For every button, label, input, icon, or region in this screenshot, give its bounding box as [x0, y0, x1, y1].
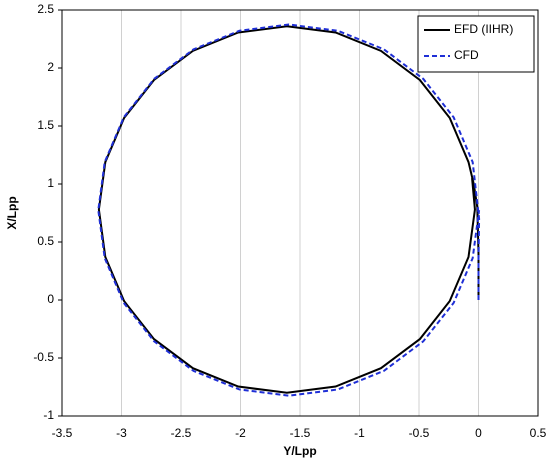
y-tick-label: 1.5: [37, 118, 54, 132]
x-tick-label: -3: [116, 426, 127, 440]
series-line: [97, 23, 481, 397]
x-tick-label: -2: [235, 426, 246, 440]
x-tick-label: -1.5: [290, 426, 311, 440]
x-tick-label: 0.5: [530, 426, 547, 440]
x-axis-title: Y/Lpp: [283, 444, 316, 458]
y-tick-label: 2.5: [37, 2, 54, 16]
plot-border: [61, 9, 539, 417]
y-tick-label: 0.5: [37, 234, 54, 248]
legend-label: CFD: [454, 48, 479, 62]
legend-label: EFD (IIHR): [454, 22, 513, 36]
y-tick-label: -0.5: [33, 350, 54, 364]
y-axis-title: X/Lpp: [5, 196, 19, 229]
y-tick-label: 0: [47, 292, 54, 306]
series-line: [97, 25, 480, 394]
x-tick-label: -2.5: [171, 426, 192, 440]
legend-box: [417, 15, 535, 73]
y-tick-label: 1: [47, 176, 54, 190]
x-tick-label: 0: [475, 426, 482, 440]
y-tick-label: -1: [43, 408, 54, 422]
x-tick-label: -0.5: [409, 426, 430, 440]
x-tick-label: -3.5: [52, 426, 73, 440]
y-tick-label: 2: [47, 60, 54, 74]
x-tick-label: -1: [354, 426, 365, 440]
